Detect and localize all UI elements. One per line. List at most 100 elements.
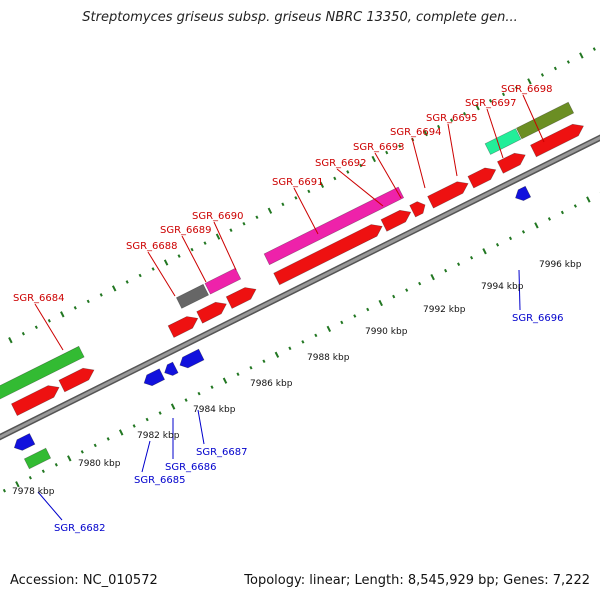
- scale-label: 7978 kbp: [12, 487, 55, 497]
- upper-scale-tick: [385, 150, 389, 155]
- upper-scale-tick: [566, 60, 570, 64]
- lower-scale-tick: [210, 385, 214, 389]
- lower-scale-tick: [132, 424, 136, 428]
- lower-scale-tick: [457, 262, 461, 267]
- lower-scale-tick: [67, 455, 72, 462]
- lower-scale-tick: [470, 255, 474, 260]
- gene-label-leader: [34, 303, 64, 351]
- upper-scale-tick: [359, 163, 363, 168]
- gene-label-leader: [213, 221, 237, 271]
- gene-label-leader: [37, 491, 63, 521]
- lower-scale-tick: [106, 437, 110, 441]
- gene-label-upper: SGR_6697: [465, 98, 517, 109]
- cds-forward: [467, 167, 497, 189]
- upper-scale-tick: [450, 118, 454, 123]
- lower-scale-tick: [249, 365, 253, 370]
- gene-label-leader: [518, 269, 521, 311]
- gene-label-leader: [486, 108, 504, 159]
- upper-scale-tick: [34, 325, 38, 330]
- lower-scale-tick: [560, 210, 564, 215]
- accession-text: Accession: NC_010572: [10, 573, 158, 588]
- lower-scale-tick: [366, 307, 370, 312]
- lower-scale-tick: [41, 469, 45, 474]
- lower-scale-tick: [28, 475, 32, 480]
- lower-scale-tick: [222, 377, 228, 384]
- upper-scale-tick: [501, 92, 506, 97]
- gene-label-leader: [447, 123, 458, 177]
- gene-label-upper: SGR_6693: [353, 142, 405, 153]
- gene-label-lower: SGR_6696: [512, 313, 564, 324]
- gene-label-upper: SGR_6691: [272, 177, 324, 188]
- upper-scale-tick: [8, 337, 13, 344]
- gene-label-leader: [522, 94, 545, 143]
- lower-scale-tick: [586, 196, 591, 203]
- upper-scale-tick: [553, 66, 557, 71]
- upper-scale-tick: [267, 207, 273, 214]
- lower-scale-tick: [521, 230, 526, 234]
- gray-feature: [175, 283, 210, 309]
- lower-scale-tick: [392, 294, 396, 299]
- gene-label-lower: SGR_6686: [165, 462, 217, 473]
- upper-scale-tick: [99, 293, 103, 297]
- gene-label-upper: SGR_6688: [126, 241, 178, 252]
- topology-text: Topology: linear; Length: 8,545,929 bp; …: [244, 573, 590, 588]
- upper-scale-tick: [21, 331, 25, 336]
- lower-scale-tick: [262, 359, 266, 364]
- gene-label-upper: SGR_6690: [192, 211, 244, 222]
- map-title: Streptomyces griseus subsp. griseus NBRC…: [82, 10, 518, 25]
- upper-scale-tick: [371, 155, 376, 163]
- lower-scale-tick: [547, 217, 551, 221]
- cds-forward: [427, 181, 469, 209]
- cds-reverse: [164, 361, 179, 376]
- upper-scale-tick: [215, 233, 221, 240]
- cyan-feature: [484, 128, 522, 155]
- lower-scale-tick: [534, 222, 539, 229]
- upper-scale-tick: [346, 170, 350, 174]
- cds-reverse: [13, 433, 36, 451]
- gene-label-upper: SGR_6692: [315, 158, 367, 169]
- upper-scale-tick: [475, 104, 480, 111]
- lower-scale-tick: [430, 274, 435, 281]
- scale-label: 7984 kbp: [193, 405, 236, 415]
- scale-label: 7986 kbp: [250, 379, 293, 389]
- upper-scale-tick: [151, 267, 155, 271]
- lower-scale-tick: [340, 320, 344, 325]
- lower-scale-tick: [184, 398, 188, 402]
- upper-scale-tick: [138, 273, 142, 278]
- upper-scale-tick: [255, 215, 259, 220]
- scale-label: 7990 kbp: [365, 327, 408, 337]
- upper-scale-tick: [319, 181, 325, 189]
- lower-scale-tick: [301, 340, 305, 344]
- upper-scale-tick: [60, 311, 65, 318]
- cds-reverse: [179, 348, 205, 369]
- upper-scale-tick: [281, 202, 285, 207]
- upper-scale-tick: [579, 52, 584, 59]
- scale-label: 7996 kbp: [539, 260, 582, 270]
- gene-label-leader: [181, 235, 207, 283]
- gene-label-leader: [141, 440, 151, 473]
- upper-scale-tick: [203, 241, 207, 245]
- gene-label-leader: [411, 137, 426, 189]
- lower-scale-tick: [197, 391, 201, 396]
- upper-scale-tick: [190, 247, 194, 252]
- upper-scale-tick: [423, 130, 428, 137]
- lower-scale-tick: [145, 417, 149, 422]
- upper-scale-tick: [111, 285, 117, 292]
- lower-scale-tick: [15, 481, 20, 488]
- backbone-line: [0, 136, 600, 439]
- lower-scale-tick: [326, 325, 332, 333]
- cds-forward: [225, 287, 257, 309]
- upper-scale-tick: [73, 306, 77, 310]
- cds-forward: [273, 224, 383, 286]
- upper-scale-tick: [398, 144, 402, 148]
- gene-label-lower: SGR_6685: [134, 475, 186, 486]
- lower-scale-tick: [118, 429, 124, 436]
- upper-scale-tick: [307, 189, 311, 194]
- lower-scale-tick: [508, 236, 513, 241]
- lower-scale-tick: [158, 411, 162, 415]
- lower-scale-tick: [54, 463, 58, 467]
- upper-scale-tick: [242, 221, 246, 226]
- gene-label-leader: [374, 152, 402, 199]
- upper-scale-tick: [540, 73, 544, 77]
